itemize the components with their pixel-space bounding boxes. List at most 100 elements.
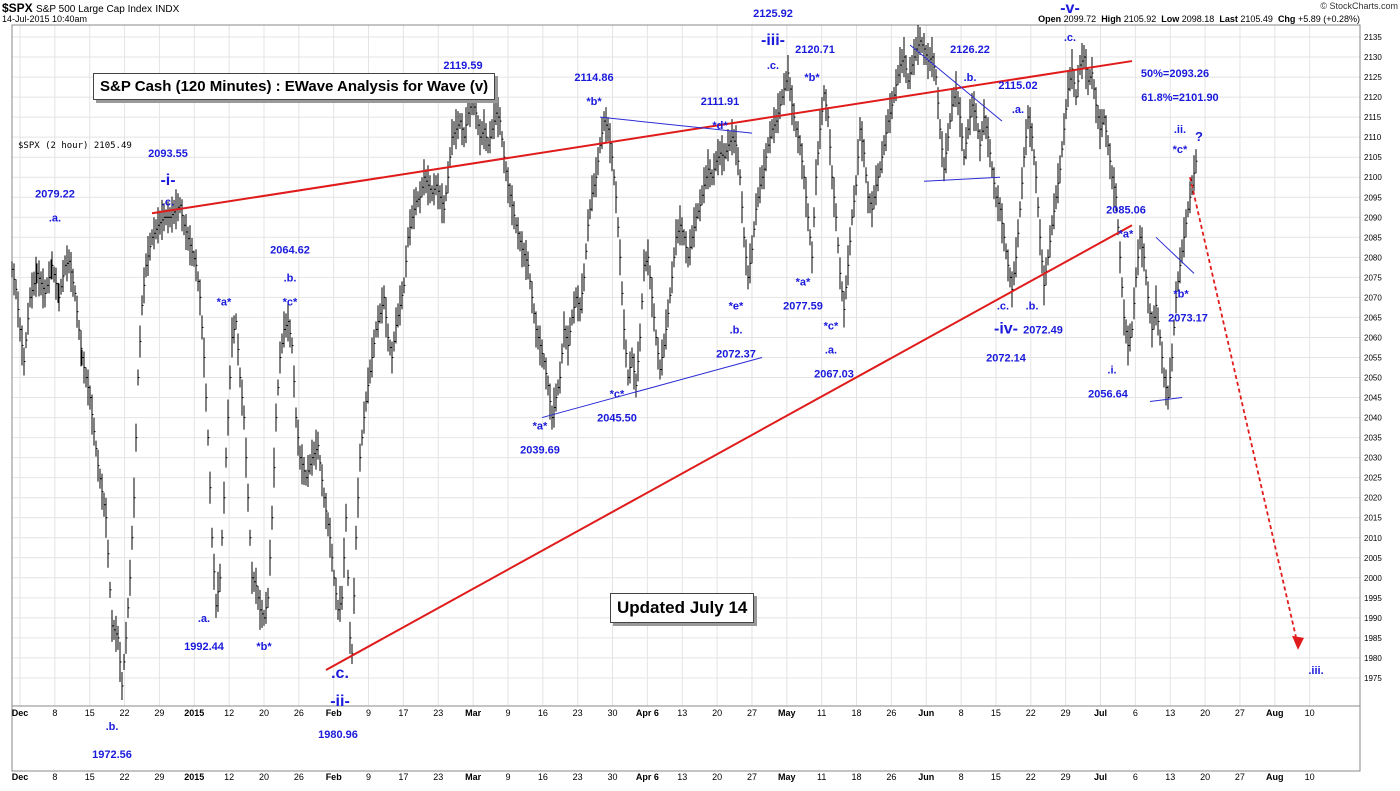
x-tick-label: Jul <box>1094 708 1107 718</box>
y-tick-label: 2005 <box>1364 554 1382 563</box>
datetime: 14-Jul-2015 10:40am <box>2 14 88 24</box>
x-tick-label-lower: 16 <box>538 772 548 782</box>
x-tick-label: Dec <box>12 708 29 718</box>
x-tick-label: Jun <box>918 708 934 718</box>
x-tick-label: Mar <box>465 708 482 718</box>
wave-label: .b. <box>964 72 977 84</box>
wave-label: .c. <box>767 60 779 72</box>
wave-label: 2072.14 <box>986 352 1027 364</box>
y-tick-label: 2040 <box>1364 414 1382 423</box>
wave-label: .c. <box>1064 32 1076 44</box>
x-tick-label: 22 <box>1026 708 1036 718</box>
x-tick-label: 6 <box>1133 708 1138 718</box>
blue-trendline <box>599 116 753 134</box>
y-tick-label: 2100 <box>1364 173 1382 182</box>
wave-label: .a. <box>198 613 210 625</box>
x-tick-label-lower: 11 <box>817 772 826 782</box>
wave-label: 2079.22 <box>35 188 75 200</box>
low-value: 2098.18 <box>1181 14 1215 24</box>
x-tick-label-lower: 20 <box>259 772 269 782</box>
x-tick-label-lower: 9 <box>505 772 510 782</box>
y-tick-label: 2135 <box>1364 33 1382 42</box>
x-tick-label-lower: Jul <box>1094 772 1107 782</box>
x-tick-label-lower: 13 <box>1165 772 1175 782</box>
x-tick-label: 27 <box>1235 708 1245 718</box>
wave-label: 2072.37 <box>716 348 756 360</box>
wave-label: ? <box>1195 129 1203 144</box>
x-tick-label: 13 <box>1165 708 1175 718</box>
series-label: $SPX (2 hour) 2105.49 <box>18 141 132 151</box>
blue-trendline <box>909 44 1003 122</box>
wave-label: *c* <box>1173 144 1188 156</box>
wave-label: 2126.22 <box>950 44 990 56</box>
symbol-title: $SPX S&P 500 Large Cap Index INDX <box>2 1 179 15</box>
y-tick-label: 2025 <box>1364 474 1382 483</box>
x-tick-label: 9 <box>366 708 371 718</box>
x-tick-label: 20 <box>259 708 269 718</box>
x-tick-label: 10 <box>1305 708 1315 718</box>
wave-label: .b. <box>284 272 297 284</box>
wave-label: *c* <box>824 320 839 332</box>
x-tick-label: 27 <box>747 708 757 718</box>
update-note: Updated July 14 <box>610 593 755 623</box>
y-tick-label: 2050 <box>1364 374 1382 383</box>
wave-label: *a* <box>1119 228 1134 240</box>
wave-label: 2077.59 <box>783 300 823 312</box>
y-tick-label: 1975 <box>1364 674 1382 683</box>
wave-label: .iii. <box>1308 665 1323 677</box>
y-tick-label: 2110 <box>1364 133 1382 142</box>
wave-label: *c* <box>283 296 298 308</box>
y-tick-label: 2020 <box>1364 494 1382 503</box>
wave-label: *b* <box>1173 288 1189 300</box>
x-tick-label-lower: 15 <box>991 772 1001 782</box>
brand-label[interactable]: © StockCharts.com <box>1320 1 1398 11</box>
x-tick-label: 22 <box>120 708 130 718</box>
wave-label: *d* <box>712 120 728 132</box>
wave-label: .c. <box>331 665 349 682</box>
trendlines <box>151 44 1304 671</box>
blue-trendline <box>1155 236 1195 274</box>
wave-label: -i- <box>160 172 175 189</box>
projection-arrow-line <box>1189 177 1299 647</box>
wave-label: 2115.02 <box>998 80 1037 92</box>
y-tick-label: 2060 <box>1364 333 1382 342</box>
wave-label: .c. <box>997 300 1009 312</box>
wave-label: .c. <box>162 196 174 208</box>
wave-label: 2064.62 <box>270 244 310 256</box>
y-tick-label: 2080 <box>1364 253 1382 262</box>
x-tick-label-lower: 17 <box>398 772 408 782</box>
wave-annotations: 2079.22 .a. 2093.55 -i- .c. 2064.62 .b. *c* *a*.… <box>35 0 1324 761</box>
x-tick-label-lower: May <box>778 772 796 782</box>
x-tick-label-lower: 22 <box>120 772 130 782</box>
wave-label: .b. <box>730 324 743 336</box>
x-tick-label-lower: 2015 <box>184 772 204 782</box>
wave-label: 2093.55 <box>148 148 188 160</box>
y-tick-label: 2010 <box>1364 534 1382 543</box>
x-tick-label: 23 <box>573 708 583 718</box>
x-tick-label-lower: Jun <box>918 772 934 782</box>
y-tick-label: 2015 <box>1364 514 1382 523</box>
x-tick-label-lower: 12 <box>224 772 234 782</box>
y-tick-label: 1990 <box>1364 614 1382 623</box>
y-tick-label: 2055 <box>1364 353 1382 362</box>
wave-label: 61.8%=2101.90 <box>1141 92 1218 104</box>
x-tick-label-lower: 27 <box>747 772 757 782</box>
wave-label: 1992.44 <box>184 641 225 653</box>
x-tick-label-lower: 8 <box>52 772 57 782</box>
high-value: 2105.92 <box>1123 14 1157 24</box>
x-tick-label: 20 <box>1200 708 1210 718</box>
wave-label: *a* <box>533 421 548 433</box>
x-tick-label: 2015 <box>184 708 204 718</box>
x-tick-label-lower: 23 <box>573 772 583 782</box>
x-tick-label: 18 <box>852 708 862 718</box>
x-tick-label: 8 <box>52 708 57 718</box>
x-tick-label: 29 <box>1061 708 1071 718</box>
y-axis: 1975 1980 1985 1990 1995 2000 2005 2010 2015 2020… <box>1364 33 1382 683</box>
wave-label: .a. <box>1012 104 1024 116</box>
x-tick-label-lower: 15 <box>85 772 95 782</box>
x-tick-label-lower: Feb <box>326 772 343 782</box>
x-tick-label-lower: 13 <box>677 772 687 782</box>
series-text: $SPX (2 hour) 2105.49 <box>18 141 132 151</box>
projection-arrow-head <box>1292 635 1304 650</box>
